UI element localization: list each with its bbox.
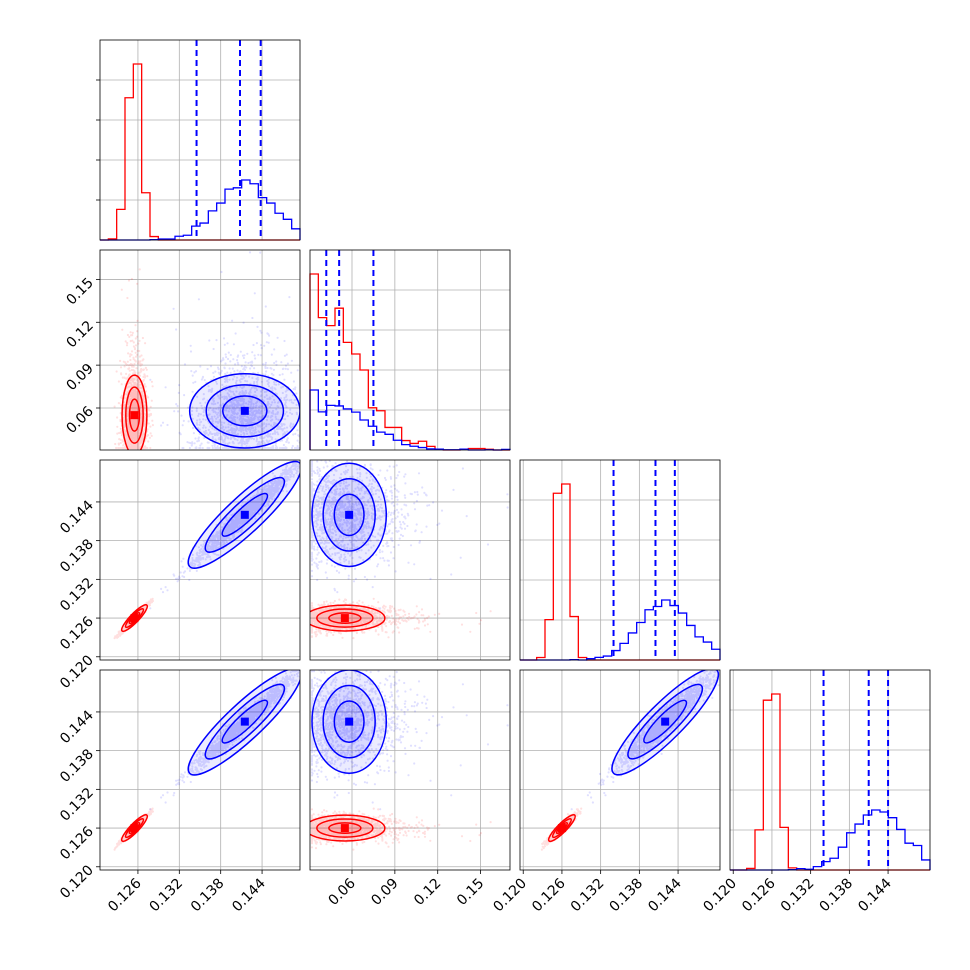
x-tick-label-4: 0.144 xyxy=(855,875,895,915)
panel-frame xyxy=(519,669,721,871)
density-peak-0 xyxy=(130,614,139,623)
x-tick-label-4: 0.144 xyxy=(645,875,685,915)
panel-0-0 xyxy=(96,39,301,241)
density-peak-1 xyxy=(345,510,354,519)
scatter-area xyxy=(540,670,720,851)
y-tick-label-1: 0.09 xyxy=(63,361,96,394)
panel-2-1 xyxy=(309,459,511,661)
x-tick-label-1: 0.126 xyxy=(529,875,569,915)
panel-frame xyxy=(99,249,301,451)
density-peak-1 xyxy=(661,717,670,726)
x-tick-label-0: 0.120 xyxy=(490,876,530,916)
panel-background xyxy=(520,460,720,660)
scatter-area xyxy=(310,670,509,851)
y-tick-label-1: 0.126 xyxy=(57,614,97,654)
y-tick-label-1: 0.126 xyxy=(57,824,97,864)
x-tick-label-1: 0.09 xyxy=(368,876,401,909)
density-peak-0 xyxy=(130,411,139,420)
panel-frame xyxy=(309,459,511,661)
panel-background xyxy=(310,250,510,450)
x-tick-label-1: 0.132 xyxy=(146,876,186,916)
density-peak-1 xyxy=(345,717,354,726)
density-peak-1 xyxy=(240,510,249,519)
scatter-area xyxy=(113,251,300,450)
y-tick-label-0: 0.06 xyxy=(63,403,96,436)
panel-background xyxy=(100,40,300,240)
panel-3-3: 0.120 0.126 0.132 0.138 0.144 xyxy=(700,669,931,916)
y-tick-label-4: 0.144 xyxy=(57,707,97,747)
panel-frame xyxy=(309,669,511,871)
panel-3-0: 0.126 0.132 0.138 0.1440.1200.1260.1320.138… xyxy=(57,669,301,916)
density-peak-1 xyxy=(240,406,249,415)
x-tick-label-3: 0.15 xyxy=(454,876,487,909)
x-tick-label-2: 0.132 xyxy=(568,876,608,916)
density-peak-0 xyxy=(557,824,566,833)
x-tick-label-0: 0.06 xyxy=(325,875,358,908)
x-tick-label-1: 0.126 xyxy=(739,875,779,915)
density-peak-0 xyxy=(340,614,349,623)
x-tick-label-0: 0.126 xyxy=(105,875,145,915)
scatter-series-1 xyxy=(149,670,300,811)
density-peak-0 xyxy=(130,824,139,833)
x-tick-label-3: 0.138 xyxy=(817,876,857,916)
scatter-area xyxy=(310,460,509,640)
y-tick-label-2: 0.132 xyxy=(57,575,97,615)
x-tick-label-2: 0.12 xyxy=(411,876,444,909)
panel-3-2: 0.120 0.126 0.132 0.138 0.144 xyxy=(490,669,721,916)
x-tick-label-2: 0.132 xyxy=(778,876,818,916)
panel-frame xyxy=(99,39,301,241)
panel-frame xyxy=(99,459,301,661)
panel-frame xyxy=(99,669,301,871)
y-tick-label-4: 0.144 xyxy=(57,497,97,537)
x-tick-label-2: 0.138 xyxy=(188,876,228,916)
panel-2-2 xyxy=(519,459,721,661)
y-tick-label-0: 0.120 xyxy=(57,652,97,692)
scatter-area xyxy=(113,670,300,851)
y-tick-label-2: 0.132 xyxy=(57,785,97,825)
x-tick-label-3: 0.144 xyxy=(229,875,269,915)
y-tick-label-3: 0.138 xyxy=(57,536,97,576)
density-peak-1 xyxy=(240,717,249,726)
y-tick-label-3: 0.15 xyxy=(63,275,96,308)
y-tick-label-0: 0.120 xyxy=(57,862,97,902)
y-tick-label-3: 0.138 xyxy=(57,746,97,786)
panel-1-0: 0.06 0.09 0.12 0.15 xyxy=(63,249,301,451)
x-tick-label-0: 0.120 xyxy=(700,876,740,916)
panel-background xyxy=(100,670,300,870)
panel-frame xyxy=(729,669,931,871)
y-tick-label-2: 0.12 xyxy=(63,318,96,351)
panel-frame xyxy=(309,249,511,451)
x-tick-label-3: 0.138 xyxy=(607,876,647,916)
panel-3-1: 0.06 0.09 0.12 0.15 xyxy=(309,669,511,909)
density-peak-0 xyxy=(340,824,349,833)
panel-1-1 xyxy=(309,249,511,451)
panel-background xyxy=(730,670,930,870)
scatter-area xyxy=(113,460,300,640)
panel-frame xyxy=(519,459,721,661)
